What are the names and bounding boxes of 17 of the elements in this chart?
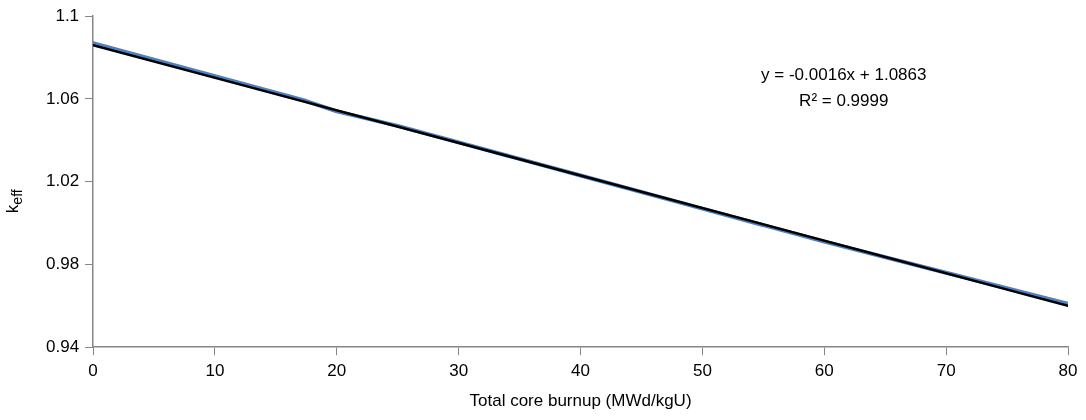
annotation: y = -0.0016x + 1.0863 <box>761 64 927 84</box>
x-tick-label: 40 <box>571 361 590 381</box>
y-tick-label: 1.1 <box>55 5 80 25</box>
x-tick-label: 50 <box>692 361 712 381</box>
x-tick-label: 20 <box>327 361 347 381</box>
x-tick-label: 80 <box>1058 361 1078 381</box>
x-tick-label: 30 <box>449 361 469 381</box>
x-tick-label: 60 <box>814 361 834 381</box>
y-tick-label: 1.02 <box>45 171 80 191</box>
y-tick-label: 0.94 <box>45 336 80 356</box>
annotation: R² = 0.9999 <box>799 90 889 110</box>
y-tick-label: 1.06 <box>45 88 80 108</box>
x-tick-label: 70 <box>936 361 956 381</box>
x-tick-label: 0 <box>88 361 98 381</box>
x-tick-label: 10 <box>205 361 225 381</box>
y-tick-label: 0.98 <box>45 254 80 274</box>
x-axis-title: Total core burnup (MWd/kgU) <box>469 391 692 411</box>
